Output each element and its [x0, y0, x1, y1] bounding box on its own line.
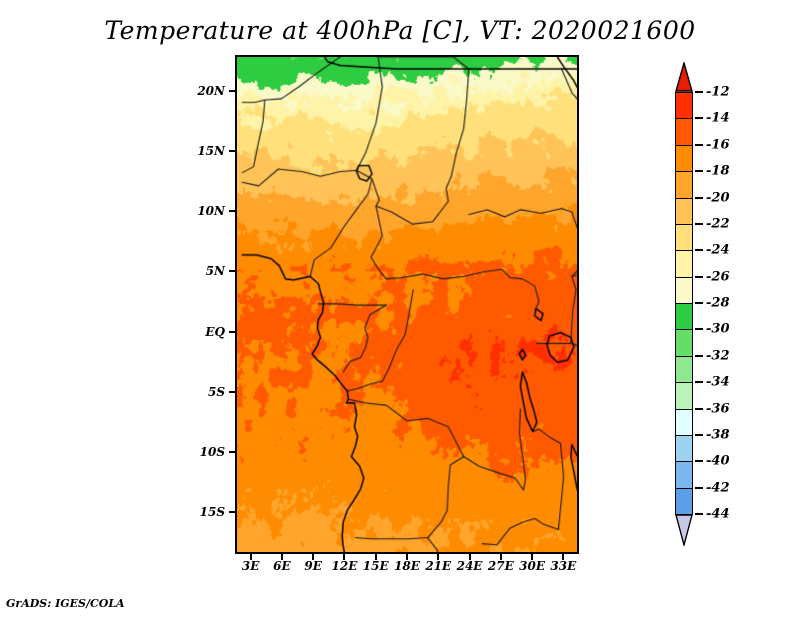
x-tick-label: 3E — [241, 559, 260, 573]
colorbar-tick-mark — [695, 513, 703, 515]
y-tick-mark — [229, 390, 235, 393]
x-tick-label: 30E — [519, 559, 546, 573]
colorbar-segment — [675, 487, 693, 515]
x-tick-mark — [280, 554, 283, 560]
colorbar-tick-mark — [695, 460, 703, 463]
colorbar-segment — [675, 250, 693, 278]
colorbar-tick-label: -20 — [706, 190, 730, 205]
colorbar-tick-label: -22 — [706, 216, 730, 232]
temperature-field-heatmap — [237, 57, 577, 552]
colorbar-tick-label: -42 — [706, 480, 730, 496]
x-tick-mark — [437, 554, 440, 560]
colorbar-tick-label: -26 — [706, 269, 730, 285]
y-tick-label: 10S — [199, 444, 225, 459]
y-tick-label: 10N — [197, 204, 225, 219]
x-tick-label: 12E — [331, 559, 358, 573]
colorbar — [675, 62, 693, 538]
colorbar-segment — [675, 92, 693, 120]
colorbar-segment — [675, 303, 693, 331]
colorbar-tick-label: -28 — [706, 295, 730, 311]
x-tick-label: 33E — [550, 559, 577, 573]
y-tick-label: 5S — [207, 384, 225, 399]
colorbar-tick-label: -24 — [706, 242, 730, 258]
x-tick-mark — [312, 554, 315, 560]
colorbar-tick-mark — [695, 381, 703, 384]
colorbar-tick-label: -16 — [706, 137, 730, 153]
map-plot-area — [235, 55, 579, 554]
grads-attribution: GrADS: IGES/COLA — [6, 597, 125, 610]
colorbar-tick-label: -12 — [706, 84, 730, 100]
colorbar-segment — [675, 408, 693, 436]
x-tick-label: 24E — [456, 559, 483, 573]
colorbar-tick-label: -18 — [706, 163, 730, 179]
y-tick-mark — [229, 510, 235, 513]
colorbar-tick-mark — [695, 302, 703, 304]
x-tick-label: 9E — [304, 559, 322, 573]
colorbar-tick-label: -30 — [706, 321, 730, 337]
colorbar-tick-label: -32 — [706, 348, 730, 364]
colorbar-tick-label: -40 — [706, 453, 730, 469]
colorbar-segment — [675, 276, 693, 304]
x-tick-mark — [468, 554, 471, 560]
y-tick-mark — [229, 90, 235, 93]
x-tick-mark — [406, 554, 408, 560]
colorbar-tick-mark — [695, 328, 703, 331]
colorbar-tick-label: -34 — [706, 374, 730, 390]
x-tick-label: 6E — [273, 559, 291, 573]
colorbar-segment — [675, 223, 693, 252]
colorbar-segment — [675, 197, 693, 225]
y-tick-mark — [229, 270, 235, 273]
colorbar-top-arrow-icon — [675, 62, 693, 92]
colorbar-tick-label: -38 — [706, 427, 730, 443]
y-tick-label: 15S — [199, 504, 225, 519]
x-tick-mark — [249, 554, 252, 560]
page-title: Temperature at 400hPa [C], VT: 202002160… — [104, 16, 696, 45]
y-tick-label: 20N — [197, 84, 225, 99]
x-tick-label: 27E — [487, 559, 514, 573]
colorbar-tick-mark — [695, 249, 703, 252]
x-tick-mark — [343, 554, 346, 560]
colorbar-segment — [675, 118, 693, 146]
colorbar-segment — [675, 434, 693, 463]
colorbar-tick-mark — [695, 170, 703, 173]
x-tick-mark — [531, 554, 534, 560]
colorbar-tick-mark — [695, 117, 703, 120]
colorbar-segment — [675, 144, 693, 173]
colorbar-segment — [675, 461, 693, 489]
y-tick-label: 15N — [197, 144, 225, 159]
y-tick-mark — [229, 210, 235, 213]
y-tick-label: 5N — [205, 264, 225, 279]
colorbar-tick-label: -14 — [706, 110, 730, 126]
colorbar-bottom-arrow-icon — [675, 514, 693, 546]
x-tick-mark — [499, 554, 502, 560]
colorbar-tick-mark — [695, 407, 703, 410]
colorbar-tick-mark — [695, 486, 703, 489]
colorbar-tick-mark — [695, 275, 703, 278]
colorbar-tick-mark — [695, 143, 703, 146]
colorbar-segment — [675, 329, 693, 357]
colorbar-tick-label: -44 — [706, 506, 730, 522]
y-tick-mark — [229, 450, 235, 453]
colorbar-tick-mark — [695, 91, 703, 93]
colorbar-tick-mark — [695, 222, 703, 225]
x-tick-label: 15E — [362, 559, 389, 573]
x-tick-label: 21E — [425, 559, 452, 573]
y-tick-mark — [229, 330, 235, 333]
y-tick-label: EQ — [205, 324, 225, 339]
colorbar-segment — [675, 382, 693, 410]
colorbar-tick-label: -36 — [706, 401, 730, 416]
colorbar-segment — [675, 355, 693, 384]
colorbar-tick-mark — [695, 196, 703, 199]
y-tick-mark — [229, 150, 235, 153]
x-tick-mark — [562, 554, 565, 560]
colorbar-tick-mark — [695, 433, 703, 436]
x-tick-label: 18E — [394, 559, 420, 573]
colorbar-segment — [675, 171, 693, 199]
colorbar-tick-mark — [695, 354, 703, 357]
x-tick-mark — [374, 554, 377, 560]
